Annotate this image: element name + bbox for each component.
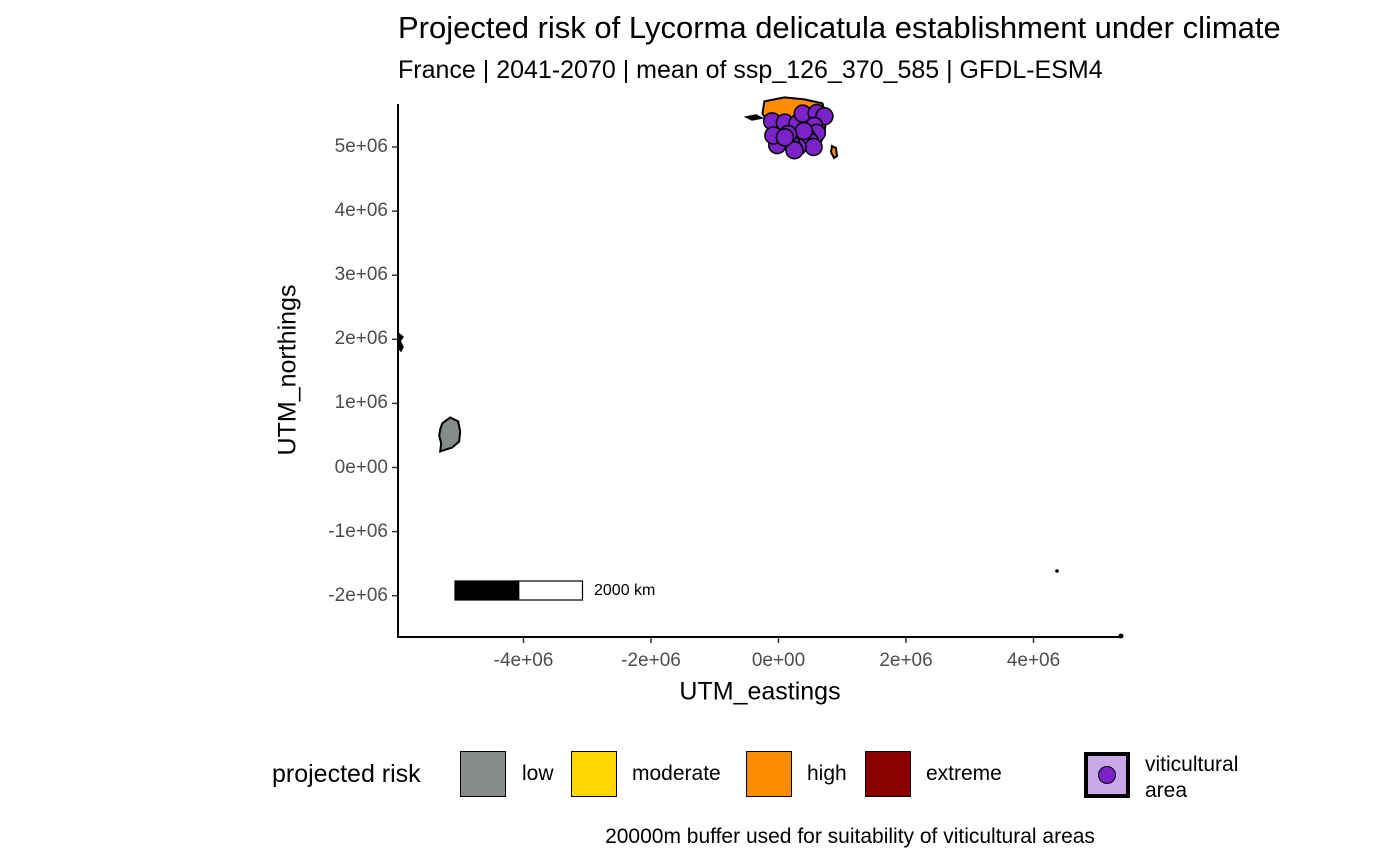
legend-key-viticultural (1084, 752, 1130, 798)
y-tick-label: -1e+06 (328, 520, 388, 542)
legend-key-low (460, 751, 506, 797)
legend-label-moderate: moderate (632, 762, 721, 785)
territory-corsica (829, 144, 839, 160)
territory-brittany-tip (743, 114, 765, 121)
territory-speck-east (1055, 569, 1059, 573)
y-tick-label: 1e+06 (334, 392, 388, 414)
scalebar-white-segment (518, 580, 584, 601)
legend-label-low: low (522, 762, 554, 785)
y-tick-label: 3e+06 (334, 264, 388, 286)
legend-title: projected risk (272, 760, 421, 788)
y-tick-label: -2e+06 (328, 584, 388, 606)
legend-label-high: high (807, 762, 847, 785)
legend-key-high (746, 751, 792, 797)
y-tick-label: 4e+06 (334, 200, 388, 222)
x-tick-label: -2e+06 (621, 650, 681, 671)
viticultural-area-point (785, 140, 804, 160)
x-tick-label: 4e+06 (1006, 650, 1061, 671)
legend-label-viticultural: viticultural area (1145, 753, 1239, 802)
x-tick-label: -4e+06 (493, 650, 554, 671)
viticultural-area-point (804, 137, 823, 157)
x-tick-label: 2e+06 (879, 650, 933, 671)
y-tick-label: 5e+06 (334, 136, 388, 157)
viticultural-dot-icon (1098, 766, 1116, 784)
legend-label-extreme: extreme (926, 762, 1002, 785)
legend-key-extreme (865, 751, 911, 797)
scalebar-black-segment (454, 580, 520, 601)
viticultural-area-point (794, 121, 814, 141)
x-tick-label: 0e+00 (751, 650, 806, 671)
y-tick-label: 0e+00 (334, 456, 388, 478)
legend-key-moderate (571, 751, 617, 797)
y-tick-label: 2e+06 (334, 328, 388, 350)
viticultural-area-point (775, 128, 795, 147)
chart-subtitle: France | 2041-2070 | mean of ssp_126_370… (398, 56, 1103, 84)
chart-caption: 20000m buffer used for suitability of vi… (605, 825, 1095, 848)
scalebar-label: 2000 km (594, 582, 656, 599)
chart-title: Projected risk of Lycorma delicatula est… (398, 10, 1281, 45)
x-axis-label: UTM_eastings (679, 677, 841, 706)
territory-french-guiana (438, 416, 462, 453)
